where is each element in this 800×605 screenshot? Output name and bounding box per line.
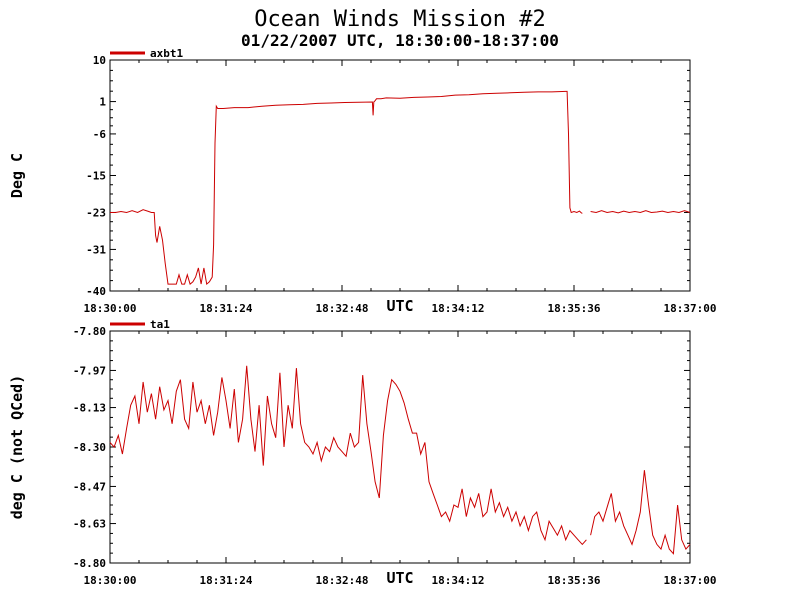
plot-frame	[109, 59, 691, 292]
y-tick-label: 1	[99, 96, 106, 109]
y-tick-label: -7.97	[73, 364, 106, 377]
chart-title: Ocean Winds Mission #2	[254, 7, 545, 32]
legend-label: ta1	[150, 318, 170, 331]
x-tick-label: 18:32:48	[316, 574, 369, 587]
y-tick-label: -6	[93, 128, 107, 141]
chart-subtitle: 01/22/2007 UTC, 18:30:00-18:37:00	[241, 31, 559, 50]
y-tick-label: -7.80	[73, 325, 106, 338]
panel-ta1: -7.80 -7.97 -8.13 -8.30 -8.47 -8.63 -8.80 18:30…	[8, 318, 716, 587]
x-tick-label: 18:31:24	[200, 574, 253, 587]
y-tick-label: -8.80	[73, 557, 106, 570]
x-tick-label: 18:37:00	[664, 302, 717, 315]
legend-label: axbt1	[150, 47, 183, 60]
y-tick-label: -8.30	[73, 441, 106, 454]
y-axis-label: Deg C	[8, 153, 26, 198]
series-line-axbt1	[590, 210, 691, 214]
panel-axbt1: 10 1 -6 -15 -23 -31 -40 18:30:00 18:31:24 18:32:4…	[8, 47, 716, 315]
y-tick-label: -15	[86, 170, 106, 183]
series-line-axbt1	[110, 90, 583, 286]
y-tick-label: -8.63	[73, 518, 106, 531]
x-tick-label: 18:35:36	[548, 574, 601, 587]
x-axis-label: UTC	[386, 569, 413, 587]
y-axis-label: deg C (not QCed)	[8, 375, 26, 520]
x-tick-label: 18:34:12	[432, 302, 485, 315]
plot-frame	[109, 330, 691, 564]
series-line-ta1	[590, 470, 691, 555]
x-tick-label: 18:30:00	[84, 302, 137, 315]
x-tick-label: 18:34:12	[432, 574, 485, 587]
x-tick-label: 18:37:00	[664, 574, 717, 587]
y-tick-label: 10	[93, 54, 106, 67]
y-tick-label: -8.47	[73, 480, 106, 493]
x-tick-label: 18:31:24	[200, 302, 253, 315]
y-tick-label: -40	[86, 285, 106, 298]
x-tick-label: 18:35:36	[548, 302, 601, 315]
x-tick-label: 18:32:48	[316, 302, 369, 315]
y-tick-label: -23	[86, 206, 106, 219]
series-line-ta1	[109, 365, 587, 546]
y-tick-label: -31	[86, 243, 106, 256]
x-tick-label: 18:30:00	[84, 574, 137, 587]
x-axis-label: UTC	[386, 297, 413, 315]
y-tick-label: -8.13	[73, 402, 106, 415]
